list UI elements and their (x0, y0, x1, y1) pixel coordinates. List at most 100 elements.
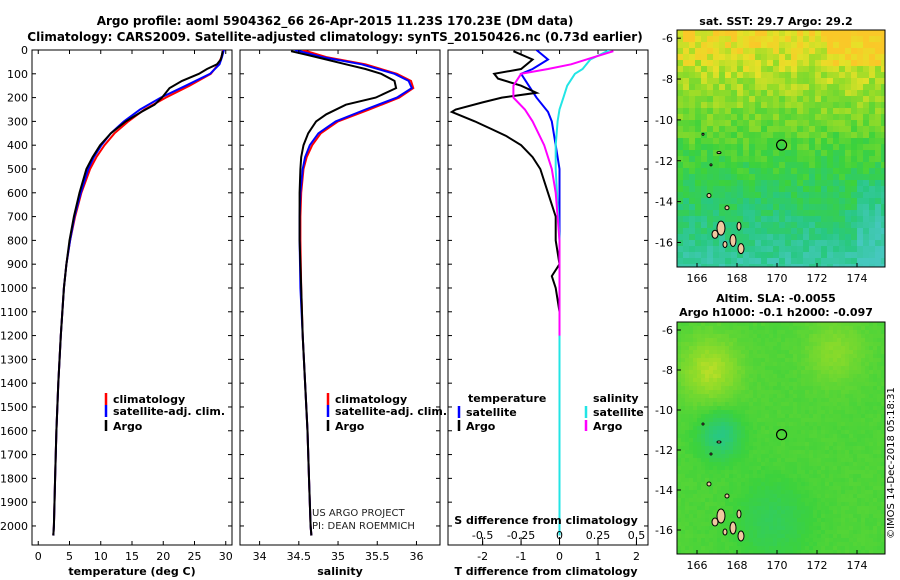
map-cell (781, 358, 786, 363)
map-cell (713, 502, 718, 507)
map-cell (761, 198, 768, 205)
map-cell (689, 414, 694, 419)
map-cell (717, 450, 722, 455)
map-cell (849, 354, 854, 359)
island-shape (736, 221, 742, 231)
map-cell (693, 362, 698, 367)
map-cell (863, 174, 870, 181)
map-cell (833, 168, 840, 175)
map-cell (877, 518, 882, 523)
map-cell (757, 358, 762, 363)
map-cell (813, 506, 818, 511)
map-cell (809, 264, 816, 267)
map-cell (725, 498, 730, 503)
map-cell (877, 466, 882, 471)
map-cell (755, 228, 762, 235)
map-cell (719, 60, 726, 67)
map-cell (845, 382, 850, 387)
map-cell (697, 490, 702, 495)
map-cell (745, 454, 750, 459)
map-cell (733, 502, 738, 507)
map-cell (869, 330, 874, 335)
map-cell (791, 258, 798, 265)
map-cell (833, 542, 838, 547)
map-cell (701, 342, 706, 347)
map-cell (697, 342, 702, 347)
map-cell (861, 414, 866, 419)
map-cell (803, 96, 810, 103)
map-cell (773, 514, 778, 519)
map-cell (873, 410, 878, 415)
map-cell (749, 334, 754, 339)
map-cell (781, 538, 786, 543)
map-cell (821, 518, 826, 523)
map-cell (789, 354, 794, 359)
map-cell (881, 494, 885, 499)
map-cell (737, 402, 742, 407)
map-cell (729, 510, 734, 515)
map-cell (781, 438, 786, 443)
map-cell (817, 390, 822, 395)
map-cell (745, 410, 750, 415)
map-cell (725, 54, 732, 61)
map-cell (781, 546, 786, 551)
map-cell (863, 156, 870, 163)
map-cell (761, 474, 766, 479)
map-cell (713, 462, 718, 467)
map-cell (877, 426, 882, 431)
map-cell (773, 150, 780, 157)
map-cell (683, 114, 690, 121)
map-cell (745, 390, 750, 395)
map-cell (881, 162, 885, 169)
map-cell (761, 240, 768, 247)
map-cell (741, 458, 746, 463)
map-cell (749, 442, 754, 447)
map-cell (815, 180, 822, 187)
map-cell (677, 414, 682, 419)
map-cell (729, 466, 734, 471)
map-cell (801, 470, 806, 475)
map-cell (875, 186, 882, 193)
map-cell (701, 346, 706, 351)
map-cell (785, 126, 792, 133)
map-cell (717, 386, 722, 391)
map-cell (815, 246, 822, 253)
map-cell (761, 398, 766, 403)
map-cell (701, 394, 706, 399)
map-cell (743, 96, 750, 103)
map-cell (713, 498, 718, 503)
map-cell (725, 42, 732, 49)
map-cell (681, 366, 686, 371)
map-cell (821, 362, 826, 367)
map-cell (713, 382, 718, 387)
map-cell (685, 370, 690, 375)
map-cell (809, 398, 814, 403)
map-cell (877, 366, 882, 371)
map-cell (793, 438, 798, 443)
map-cell (693, 418, 698, 423)
map-cell (689, 338, 694, 343)
map-cell (813, 534, 818, 539)
map-cell (695, 144, 702, 151)
map-cell (695, 36, 702, 43)
map-cell (765, 326, 770, 331)
map-cell (793, 414, 798, 419)
map-cell (791, 66, 798, 73)
x-tick-label: 10 (94, 550, 108, 563)
map-cell (733, 462, 738, 467)
map-cell (833, 418, 838, 423)
map-cell (681, 506, 686, 511)
map-cell (765, 438, 770, 443)
map-cell (801, 358, 806, 363)
map-cell (777, 546, 782, 551)
map-cell (801, 542, 806, 547)
map-cell (709, 426, 714, 431)
map-cell (769, 486, 774, 491)
map-cell (683, 102, 690, 109)
map-cell (861, 386, 866, 391)
map-cell (693, 462, 698, 467)
map-cell (689, 454, 694, 459)
map-cell (729, 438, 734, 443)
map-cell (785, 542, 790, 547)
map-cell (829, 442, 834, 447)
